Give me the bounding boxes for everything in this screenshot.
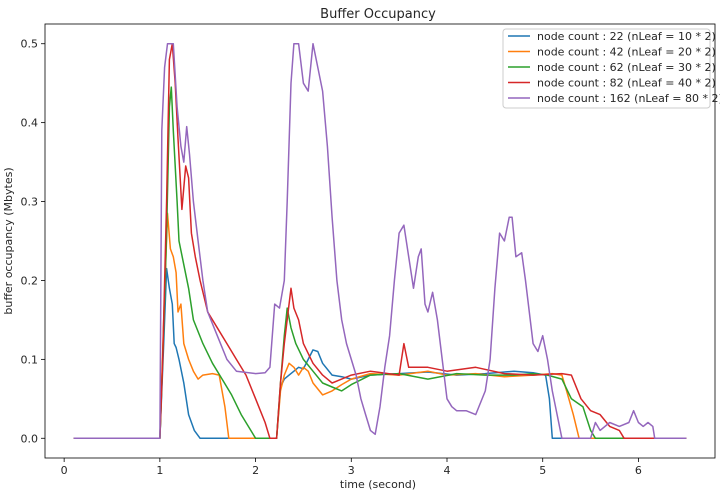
x-axis-label: time (second) [340,478,416,491]
x-tick-label: 4 [444,464,451,477]
plot-frame [44,23,716,459]
x-tick-label: 0 [61,464,68,477]
x-tick-label: 6 [635,464,642,477]
chart-title: Buffer Occupancy [320,7,436,22]
y-tick-label: 0.1 [21,353,39,366]
legend-frame [502,28,711,109]
y-tick-label: 0.0 [21,432,39,445]
legend-label-4: node count : 162 (nLeaf = 80 * 2) [537,92,720,105]
legend-label-0: node count : 22 (nLeaf = 10 * 2) [537,30,716,43]
y-tick-label: 0.3 [21,196,39,209]
y-axis-label: buffer occupancy (Mbytes) [2,167,15,314]
x-tick-label: 1 [156,464,163,477]
y-tick-label: 0.4 [21,117,39,130]
y-tick-label: 0.2 [21,274,39,287]
legend-label-3: node count : 82 (nLeaf = 40 * 2) [537,77,716,90]
legend-label-1: node count : 42 (nLeaf = 20 * 2) [537,46,716,59]
y-tick-label: 0.5 [21,38,39,51]
series-line-3 [73,42,687,440]
plot-lines [73,42,687,440]
series-line-4 [73,42,687,440]
x-axis: 0 1 2 3 4 5 6 [61,458,642,477]
legend-items: node count : 22 (nLeaf = 10 * 2) node cou… [508,30,720,105]
x-tick-label: 5 [539,464,546,477]
y-axis: 0.0 0.1 0.2 0.3 0.4 0.5 [21,38,45,445]
x-tick-label: 2 [252,464,259,477]
legend: node count : 22 (nLeaf = 10 * 2) node cou… [502,28,720,109]
series-line-1 [73,212,687,440]
legend-label-2: node count : 62 (nLeaf = 30 * 2) [537,61,716,74]
x-tick-label: 3 [348,464,355,477]
